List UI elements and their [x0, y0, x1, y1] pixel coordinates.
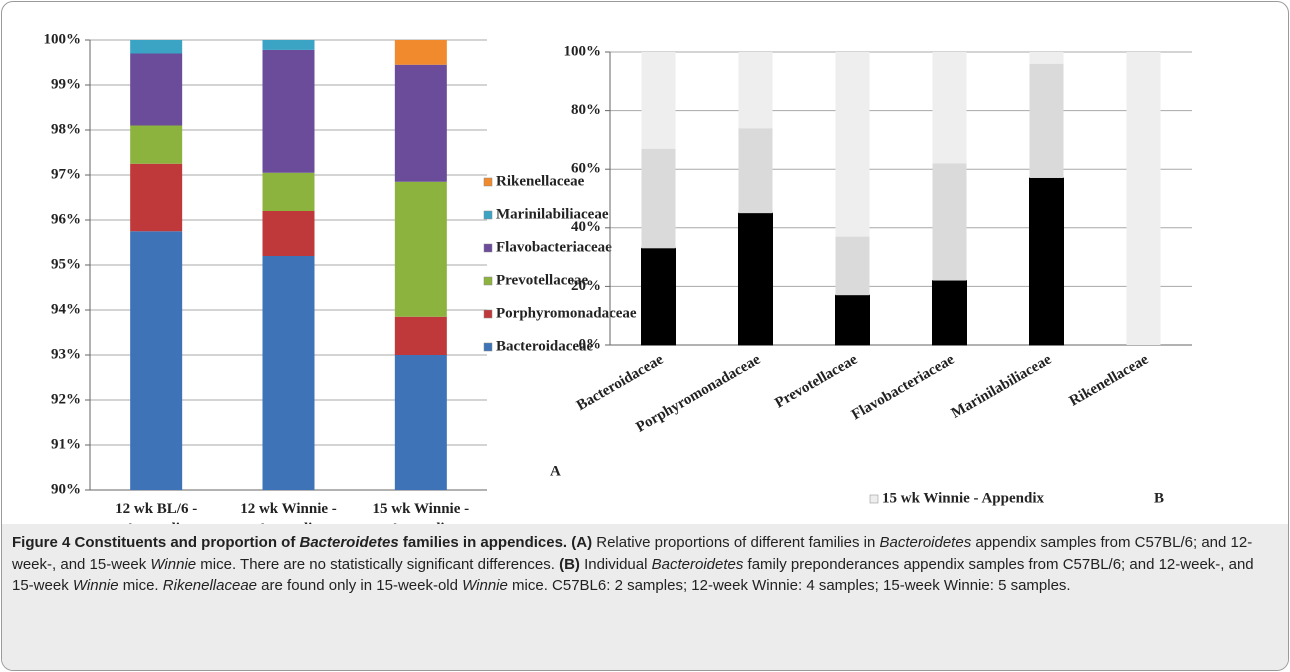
- y-tick-label: 0%: [579, 336, 602, 352]
- bar-segment: [641, 148, 676, 249]
- x-tick-label: 12 wk BL/6 -Appendix: [115, 501, 197, 524]
- y-tick-label: 97%: [51, 166, 81, 182]
- x-tick-label: 15 wk Winnie -Appendix: [373, 501, 470, 524]
- bar-segment: [1029, 52, 1064, 64]
- caption-text: Relative proportions of different famili…: [592, 534, 880, 551]
- y-tick-label: 80%: [571, 102, 601, 118]
- y-tick-label: 94%: [51, 301, 81, 317]
- bar-segment: [394, 40, 447, 65]
- panel-label: A: [550, 463, 561, 479]
- bar-segment: [835, 294, 870, 346]
- bar-segment: [130, 163, 183, 232]
- caption-text: Rikenellaceae: [162, 577, 258, 594]
- legend-swatch: [869, 494, 879, 504]
- bar-segment: [262, 211, 315, 256]
- x-tick-label: Rikenellaceae: [1067, 351, 1152, 409]
- caption-text: families in appendices.: [398, 534, 572, 551]
- legend-swatch: [483, 210, 493, 220]
- y-tick-label: 99%: [51, 76, 81, 92]
- caption-text: mice. C57BL6: 2 samples; 12-week Winnie:…: [507, 577, 1071, 594]
- y-tick-label: 20%: [571, 278, 601, 294]
- bar-segment: [738, 52, 773, 129]
- bar-segment: [262, 256, 315, 490]
- y-tick-label: 91%: [51, 436, 81, 452]
- x-tick-label: Prevotellaceae: [772, 351, 860, 411]
- legend-label: Prevotellaceae: [496, 272, 589, 288]
- bar-segment: [1029, 63, 1064, 178]
- y-tick-label: 40%: [571, 219, 601, 235]
- bar-segment: [641, 247, 676, 346]
- x-tick-label: 12 wk Winnie -Appendix: [240, 501, 337, 524]
- caption-text: family preponderances appendix samples f…: [12, 555, 1258, 595]
- caption-text: Individual: [579, 555, 652, 573]
- caption-text: Bacteroidetes: [299, 534, 399, 551]
- legend-swatch: [483, 309, 493, 319]
- legend-label: 15 wk Winnie - Appendix: [882, 490, 1045, 506]
- bar-segment: [394, 64, 447, 182]
- bar-segment: [932, 52, 967, 164]
- bar-segment: [130, 53, 183, 126]
- y-tick-label: 60%: [571, 161, 601, 177]
- bar-segment: [130, 40, 183, 54]
- bar-segment: [1126, 52, 1161, 345]
- caption-text: Winnie: [462, 577, 508, 594]
- bar-segment: [738, 128, 773, 214]
- bar-segment: [130, 125, 183, 164]
- caption: Figure 4 Constituents and proportion of …: [2, 524, 1288, 670]
- bar-segment: [394, 181, 447, 317]
- y-tick-label: 96%: [51, 211, 81, 227]
- legend-swatch: [483, 177, 493, 187]
- bar-segment: [835, 52, 870, 237]
- bar-segment: [932, 280, 967, 346]
- legend-label: Marinilabiliaceae: [496, 206, 609, 222]
- caption-text: Bacteroidetes: [651, 555, 744, 573]
- caption-text: Bacteroidetes: [879, 534, 972, 551]
- legend-swatch: [483, 276, 493, 286]
- caption-text: Figure 4 Constituents and proportion of: [12, 534, 300, 551]
- y-tick-label: 95%: [51, 256, 81, 272]
- caption-text: (A): [571, 534, 593, 551]
- bar-segment: [1029, 177, 1064, 346]
- x-tick-label: Bacteroidaceae: [574, 351, 666, 414]
- y-tick-label: 93%: [51, 346, 81, 362]
- bar-segment: [394, 355, 447, 490]
- legend-swatch: [483, 243, 493, 253]
- caption-text: are found only in 15-week-old: [257, 577, 463, 594]
- caption-text: Winnie: [150, 555, 197, 573]
- legend-label: 12 wk Winnie - Appendix: [882, 523, 1045, 524]
- caption-text: (B): [559, 555, 580, 573]
- x-tick-label: Marinilabiliaceae: [949, 351, 1055, 421]
- bar-segment: [262, 49, 315, 173]
- bar-segment: [641, 52, 676, 149]
- caption-text: appendix samples from C57BL/6; and 12-we…: [12, 534, 1253, 573]
- y-tick-label: 92%: [51, 391, 81, 407]
- legend-swatch: [483, 342, 493, 352]
- chart: 90% 91% 92% 93% 94% 95% 96% 97% 98% 99% 100% 12 wk …: [44, 31, 1192, 524]
- bar-segment: [130, 231, 183, 490]
- y-tick-label: 100%: [44, 31, 82, 47]
- bar-segment: [262, 172, 315, 211]
- bar-segment: [738, 212, 773, 346]
- bar-segment: [394, 316, 447, 355]
- caption-text: mice.: [118, 577, 163, 594]
- y-tick-label: 98%: [51, 121, 81, 137]
- panel-label: B: [1154, 490, 1164, 506]
- y-tick-label: 90%: [51, 481, 81, 497]
- caption-text: mice. There are no statistically signifi…: [196, 555, 560, 573]
- bar-segment: [262, 40, 315, 50]
- legend-label: Flavobacteriaceae: [496, 239, 612, 255]
- bar-segment: [835, 236, 870, 296]
- x-tick-label: Flavobacteriaceae: [849, 351, 958, 423]
- caption-text: Winnie: [72, 577, 119, 594]
- y-tick-label: 100%: [564, 43, 602, 59]
- legend-label: Rikenellaceae: [496, 173, 585, 189]
- bar-segment: [932, 163, 967, 281]
- legend-label: Bacteroidaceae: [496, 338, 594, 354]
- legend-label: Porphyromonadaceae: [496, 305, 637, 321]
